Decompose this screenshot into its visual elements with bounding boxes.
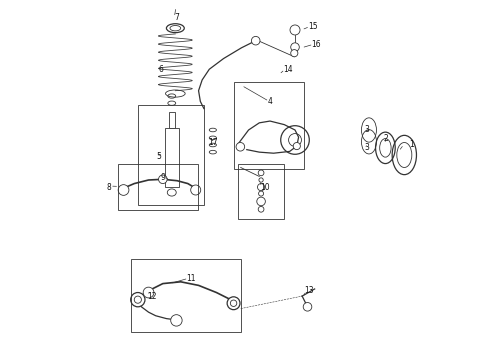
- Text: 6: 6: [159, 65, 164, 74]
- Circle shape: [258, 184, 265, 191]
- Circle shape: [171, 315, 182, 326]
- Text: 3: 3: [364, 143, 369, 152]
- Circle shape: [290, 25, 300, 35]
- Circle shape: [118, 185, 129, 195]
- Text: 5: 5: [157, 152, 162, 161]
- Text: 12: 12: [147, 292, 157, 301]
- Text: 15: 15: [308, 22, 318, 31]
- Bar: [238, 164, 284, 219]
- Circle shape: [257, 197, 266, 206]
- Text: 14: 14: [283, 65, 293, 74]
- Text: 9: 9: [160, 173, 165, 182]
- Bar: [169, 112, 174, 128]
- Circle shape: [259, 191, 264, 196]
- Text: 17: 17: [208, 138, 218, 147]
- Ellipse shape: [209, 150, 217, 154]
- Circle shape: [159, 175, 167, 184]
- Circle shape: [134, 296, 142, 303]
- Bar: [165, 128, 179, 187]
- Circle shape: [131, 293, 145, 307]
- Circle shape: [251, 36, 260, 45]
- Circle shape: [230, 300, 237, 306]
- Ellipse shape: [209, 128, 217, 132]
- Bar: [234, 82, 304, 169]
- Circle shape: [191, 185, 201, 195]
- Ellipse shape: [167, 189, 176, 196]
- Circle shape: [143, 287, 154, 298]
- Text: 7: 7: [175, 13, 179, 22]
- Ellipse shape: [209, 136, 217, 140]
- Text: 2: 2: [384, 134, 389, 143]
- Text: 1: 1: [409, 140, 414, 149]
- Ellipse shape: [168, 94, 176, 98]
- Circle shape: [236, 143, 245, 151]
- Ellipse shape: [209, 143, 217, 147]
- Text: 16: 16: [312, 40, 321, 49]
- Text: 4: 4: [268, 97, 272, 106]
- Circle shape: [259, 178, 263, 182]
- Bar: [131, 259, 241, 332]
- Bar: [118, 164, 198, 210]
- Circle shape: [293, 143, 300, 150]
- Text: 13: 13: [304, 286, 314, 295]
- Circle shape: [258, 206, 264, 212]
- Text: 8: 8: [106, 183, 111, 192]
- Bar: [138, 105, 204, 205]
- Circle shape: [291, 50, 298, 57]
- Circle shape: [303, 302, 312, 311]
- Ellipse shape: [168, 101, 176, 105]
- Text: 3: 3: [364, 126, 369, 135]
- Circle shape: [258, 170, 264, 176]
- Circle shape: [227, 297, 240, 310]
- Circle shape: [291, 43, 299, 51]
- Text: 11: 11: [187, 274, 196, 283]
- Text: 10: 10: [260, 183, 270, 192]
